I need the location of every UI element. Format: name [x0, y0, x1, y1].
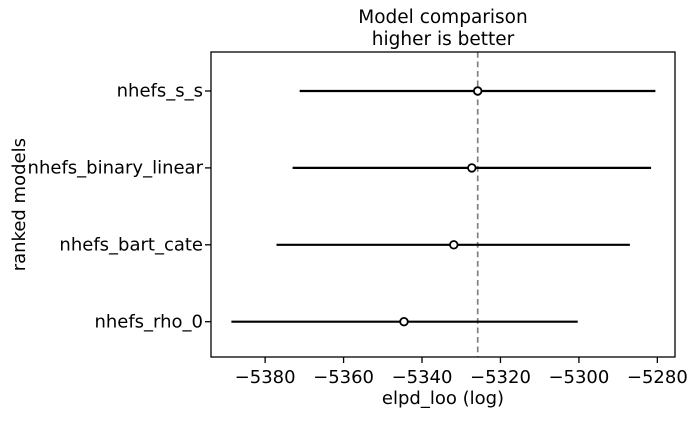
- chart-title-block: Model comparison higher is better: [211, 7, 675, 51]
- x-tick-label-2: −5340: [391, 367, 453, 388]
- point-estimate-nhefs_binary_linear: [467, 163, 477, 173]
- x-tick-label-5: −5280: [626, 367, 688, 388]
- y-tick-label-nhefs_rho_0: nhefs_rho_0: [94, 311, 203, 333]
- x-tick-label-1: −5360: [313, 367, 375, 388]
- y-tick-label-nhefs_s_s: nhefs_s_s: [116, 80, 203, 102]
- point-estimate-nhefs_bart_cate: [449, 240, 459, 250]
- chart-subtitle: higher is better: [371, 29, 515, 50]
- point-estimate-nhefs_rho_0: [399, 317, 409, 327]
- x-tick-label-3: −5320: [470, 367, 531, 388]
- plot-area: [205, 51, 676, 363]
- chart-title: Model comparison: [358, 7, 528, 28]
- y-tick-label-nhefs_binary_linear: nhefs_binary_linear: [27, 157, 203, 179]
- x-tick-label-0: −5380: [234, 367, 296, 388]
- y-tick-label-nhefs_bart_cate: nhefs_bart_cate: [59, 234, 203, 256]
- x-tick-label-4: −5300: [548, 367, 610, 388]
- point-estimate-nhefs_s_s: [473, 86, 483, 96]
- axes-spines: [210, 51, 676, 358]
- x-axis-label: elpd_loo (log): [381, 388, 505, 409]
